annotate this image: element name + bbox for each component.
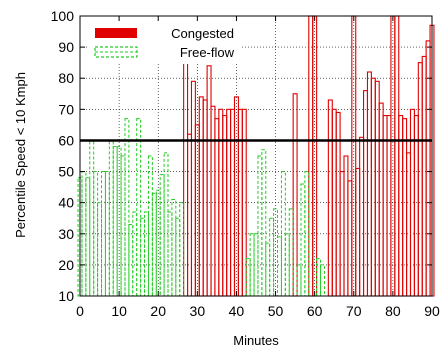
bar-free-flow	[257, 155, 263, 297]
bar-congested	[292, 93, 298, 297]
y-tick-label: 20	[58, 257, 74, 273]
y-tick-label: 40	[58, 195, 74, 211]
x-tick-label: 50	[268, 303, 284, 319]
bar-congested	[363, 90, 369, 297]
bar-congested	[421, 55, 427, 297]
bar-free-flow	[249, 233, 255, 297]
bar-free-flow	[171, 199, 177, 297]
bar-free-flow	[120, 155, 126, 297]
bar-free-flow	[144, 211, 149, 297]
bar-free-flow	[97, 202, 103, 297]
bar-congested	[355, 167, 361, 297]
bar-congested	[394, 15, 400, 297]
bar-congested	[425, 40, 431, 297]
bar-congested	[359, 136, 365, 297]
bar-congested	[214, 118, 220, 297]
bar-congested	[327, 99, 333, 297]
bar-congested	[417, 62, 423, 297]
bar-free-flow	[151, 192, 157, 297]
bar-congested	[198, 96, 204, 297]
legend-label-free-flow: Free-flow	[180, 45, 235, 60]
bar-congested	[402, 118, 408, 297]
bar-free-flow	[108, 139, 114, 297]
bar-congested	[308, 15, 314, 297]
y-axis-ticks: 10 20 30 40 50 60 70 80 90 100	[51, 8, 432, 304]
bar-congested	[378, 102, 384, 297]
bar-congested	[237, 108, 243, 297]
bar-congested	[366, 71, 372, 297]
legend: Congested Free-flow	[88, 21, 240, 64]
bar-free-flow	[253, 233, 259, 297]
bar-congested	[222, 115, 228, 297]
bar-free-flow	[273, 208, 279, 297]
bar-congested	[183, 52, 189, 297]
y-tick-label: 50	[58, 164, 74, 180]
bar-free-flow	[112, 146, 118, 297]
x-tick-label: 40	[229, 303, 245, 319]
bar-congested	[343, 155, 349, 297]
x-tick-label: 80	[385, 303, 401, 319]
legend-label-congested: Congested	[171, 26, 234, 41]
bar-free-flow	[316, 258, 322, 297]
bar-congested	[187, 133, 193, 297]
bar-free-flow	[179, 202, 185, 297]
bar-free-flow	[124, 118, 130, 297]
bar-free-flow	[128, 223, 134, 297]
x-tick-label: 60	[307, 303, 323, 319]
plot-frame	[79, 15, 433, 297]
bar-free-flow	[159, 174, 165, 297]
y-tick-label: 60	[58, 132, 74, 148]
bar-free-flow	[269, 217, 275, 297]
bar-congested	[398, 115, 404, 297]
bar-congested	[202, 99, 208, 297]
bar-free-flow	[136, 118, 142, 297]
x-tick-label: 10	[111, 303, 127, 319]
y-tick-label: 70	[58, 101, 74, 117]
y-tick-label: 80	[58, 70, 74, 86]
x-axis-label: Minutes	[233, 333, 279, 348]
bar-free-flow	[132, 211, 138, 297]
y-tick-label: 90	[58, 39, 74, 55]
bar-congested	[347, 180, 353, 297]
bar-free-flow	[167, 211, 173, 297]
y-tick-label: 30	[58, 226, 74, 242]
x-axis-ticks: 0 10 20 30 40 50 60 70 80 90	[76, 16, 440, 319]
bar-free-flow	[300, 183, 306, 297]
bar-congested	[194, 124, 200, 297]
bar-congested	[406, 152, 412, 297]
y-axis-label: Percentile Speed < 10 Kmph	[13, 72, 28, 238]
bar-congested	[190, 80, 196, 297]
bar-congested	[206, 65, 212, 297]
y-tick-label: 100	[51, 8, 75, 24]
bar-free-flow	[296, 264, 302, 297]
bar-congested	[386, 115, 392, 297]
bar-free-flow	[85, 177, 91, 297]
bar-congested	[382, 115, 388, 297]
x-tick-label: 90	[424, 303, 440, 319]
bar-congested	[339, 171, 345, 297]
bar-congested	[374, 80, 380, 297]
x-tick-label: 20	[150, 303, 166, 319]
bar-free-flow	[277, 236, 282, 297]
bar-free-flow	[175, 217, 181, 297]
bar-free-flow	[89, 139, 95, 297]
bar-congested	[413, 115, 419, 297]
bar-free-flow	[163, 152, 169, 297]
bar-congested	[210, 105, 216, 297]
bar-congested	[370, 77, 376, 297]
y-tick-label: 10	[58, 288, 74, 304]
bar-free-flow	[147, 155, 153, 297]
x-tick-label: 70	[346, 303, 362, 319]
bar-free-flow	[245, 258, 251, 297]
legend-swatch-congested	[95, 28, 137, 38]
bar-free-flow	[320, 264, 325, 297]
bar-free-flow	[265, 242, 271, 297]
bar-congested	[218, 108, 224, 297]
x-tick-label: 30	[190, 303, 206, 319]
bar-free-flow	[288, 208, 294, 297]
x-tick-label: 0	[76, 303, 84, 319]
bar-free-flow	[140, 217, 146, 297]
